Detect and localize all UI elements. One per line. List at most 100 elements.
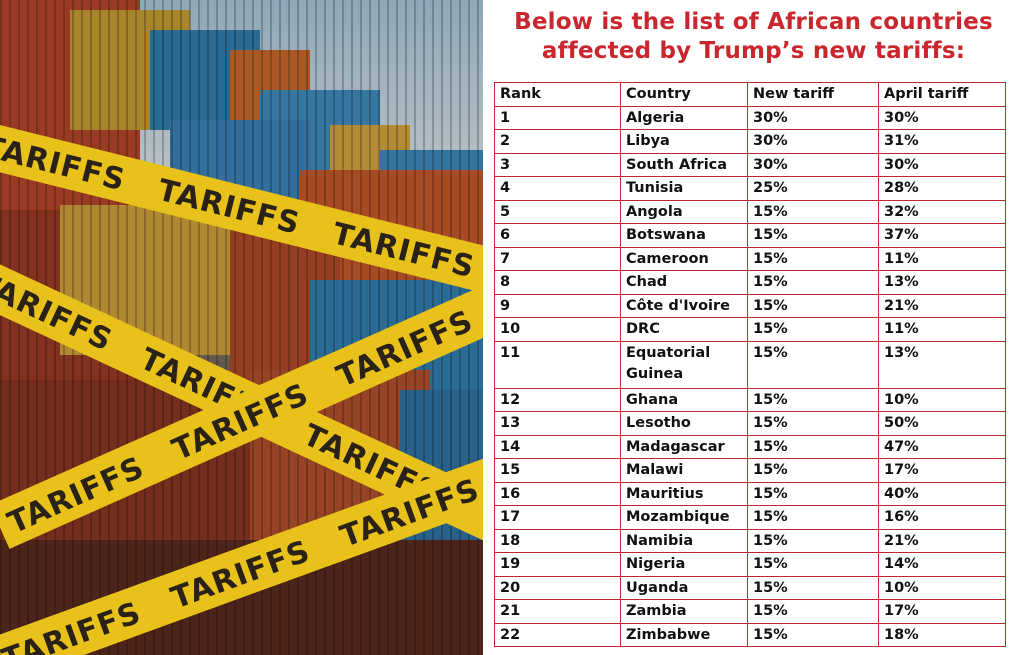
table-row: 9 Côte d'Ivoire 15% 21% — [494, 293, 1006, 318]
table-row: 21 Zambia 15% 17% — [494, 599, 1006, 624]
header-april-tariff: April tariff — [878, 82, 1006, 107]
april-tariff-cell: 37% — [878, 223, 1006, 248]
april-tariff-cell: 14% — [878, 552, 1006, 577]
rank-cell: 9 — [494, 293, 621, 318]
tariffs-photo: TARIFFS TARIFFS TARIFFS TARIFFS TARIFFS … — [0, 0, 483, 655]
headline-line-1: Below is the list of African countries — [514, 9, 993, 35]
rank-cell: 20 — [494, 575, 621, 600]
table-row: 5 Angola 15% 32% — [494, 199, 1006, 224]
rank-cell: 19 — [494, 552, 621, 577]
table-row: 22 Zimbabwe 15% 18% — [494, 622, 1006, 647]
rank-cell: 12 — [494, 387, 621, 412]
april-tariff-cell: 40% — [878, 481, 1006, 506]
table-row: 10 DRC 15% 11% — [494, 317, 1006, 342]
new-tariff-cell: 15% — [747, 387, 879, 412]
rank-cell: 2 — [494, 129, 621, 154]
country-cell: Uganda — [620, 575, 748, 600]
rank-cell: 16 — [494, 481, 621, 506]
table-row: 3 South Africa 30% 30% — [494, 152, 1006, 177]
new-tariff-cell: 15% — [747, 317, 879, 342]
country-cell: Malawi — [620, 458, 748, 483]
table-body: 1 Algeria 30% 30% 2 Libya 30% 31% 3 South Africa 3… — [494, 105, 1006, 647]
april-tariff-cell: 11% — [878, 317, 1006, 342]
new-tariff-cell: 15% — [747, 552, 879, 577]
april-tariff-cell: 28% — [878, 176, 1006, 201]
table-header-row: Rank Country New tariff April tariff — [494, 82, 1006, 107]
header-new-tariff: New tariff — [747, 82, 879, 107]
table-row: 16 Mauritius 15% 40% — [494, 481, 1006, 506]
new-tariff-cell: 15% — [747, 270, 879, 295]
header-country: Country — [620, 82, 748, 107]
rank-cell: 6 — [494, 223, 621, 248]
headline: Below is the list of African countries a… — [483, 8, 1024, 66]
april-tariff-cell: 10% — [878, 575, 1006, 600]
country-cell: Côte d'Ivoire — [620, 293, 748, 318]
table-row: 11 Equatorial Guinea 15% 13% — [494, 340, 1006, 389]
new-tariff-cell: 30% — [747, 152, 879, 177]
table-row: 14 Madagascar 15% 47% — [494, 434, 1006, 459]
april-tariff-cell: 32% — [878, 199, 1006, 224]
country-cell: Zimbabwe — [620, 622, 748, 647]
rank-cell: 21 — [494, 599, 621, 624]
new-tariff-cell: 15% — [747, 246, 879, 271]
country-cell: Algeria — [620, 105, 748, 130]
april-tariff-cell: 11% — [878, 246, 1006, 271]
new-tariff-cell: 15% — [747, 528, 879, 553]
table-row: 6 Botswana 15% 37% — [494, 223, 1006, 248]
table-row: 18 Namibia 15% 21% — [494, 528, 1006, 553]
april-tariff-cell: 21% — [878, 528, 1006, 553]
caution-tape-4: TARIFFS TARIFFS TARIFFS — [0, 448, 483, 655]
april-tariff-cell: 30% — [878, 152, 1006, 177]
table-row: 2 Libya 30% 31% — [494, 129, 1006, 154]
table-row: 12 Ghana 15% 10% — [494, 387, 1006, 412]
april-tariff-cell: 47% — [878, 434, 1006, 459]
country-cell: South Africa — [620, 152, 748, 177]
table-row: 13 Lesotho 15% 50% — [494, 411, 1006, 436]
country-cell: Libya — [620, 129, 748, 154]
country-cell: Madagascar — [620, 434, 748, 459]
new-tariff-cell: 15% — [747, 458, 879, 483]
containers-illustration: TARIFFS TARIFFS TARIFFS TARIFFS TARIFFS … — [0, 0, 483, 655]
country-cell: Equatorial Guinea — [620, 340, 748, 389]
new-tariff-cell: 30% — [747, 129, 879, 154]
table-row: 7 Cameroon 15% 11% — [494, 246, 1006, 271]
country-cell: Lesotho — [620, 411, 748, 436]
country-cell: DRC — [620, 317, 748, 342]
table-row: 8 Chad 15% 13% — [494, 270, 1006, 295]
april-tariff-cell: 30% — [878, 105, 1006, 130]
new-tariff-cell: 15% — [747, 505, 879, 530]
tariff-document: Below is the list of African countries a… — [483, 0, 1024, 655]
april-tariff-cell: 21% — [878, 293, 1006, 318]
header-rank: Rank — [494, 82, 621, 107]
april-tariff-cell: 16% — [878, 505, 1006, 530]
headline-line-2: affected by Trump’s new tariffs: — [541, 38, 966, 64]
new-tariff-cell: 15% — [747, 599, 879, 624]
april-tariff-cell: 17% — [878, 458, 1006, 483]
april-tariff-cell: 13% — [878, 270, 1006, 295]
rank-cell: 8 — [494, 270, 621, 295]
new-tariff-cell: 15% — [747, 411, 879, 436]
table-row: 19 Nigeria 15% 14% — [494, 552, 1006, 577]
rank-cell: 14 — [494, 434, 621, 459]
new-tariff-cell: 15% — [747, 622, 879, 647]
new-tariff-cell: 25% — [747, 176, 879, 201]
april-tariff-cell: 18% — [878, 622, 1006, 647]
new-tariff-cell: 15% — [747, 434, 879, 459]
table-row: 20 Uganda 15% 10% — [494, 575, 1006, 600]
country-cell: Namibia — [620, 528, 748, 553]
new-tariff-cell: 15% — [747, 293, 879, 318]
rank-cell: 5 — [494, 199, 621, 224]
country-cell: Chad — [620, 270, 748, 295]
rank-cell: 3 — [494, 152, 621, 177]
table-row: 15 Malawi 15% 17% — [494, 458, 1006, 483]
rank-cell: 17 — [494, 505, 621, 530]
new-tariff-cell: 15% — [747, 199, 879, 224]
april-tariff-cell: 17% — [878, 599, 1006, 624]
country-cell: Nigeria — [620, 552, 748, 577]
rank-cell: 15 — [494, 458, 621, 483]
april-tariff-cell: 13% — [878, 340, 1006, 389]
country-cell: Cameroon — [620, 246, 748, 271]
rank-cell: 11 — [494, 340, 621, 389]
new-tariff-cell: 15% — [747, 340, 879, 389]
country-cell: Mozambique — [620, 505, 748, 530]
